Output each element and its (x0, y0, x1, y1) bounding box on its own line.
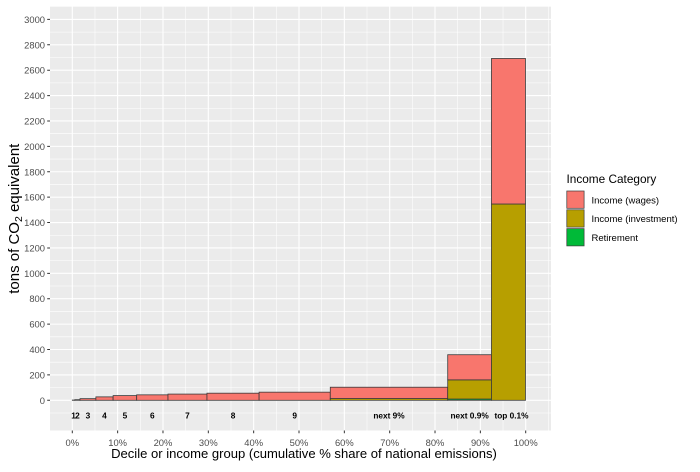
svg-text:1400: 1400 (24, 217, 45, 228)
svg-text:0%: 0% (66, 437, 80, 448)
svg-text:2: 2 (75, 410, 80, 420)
svg-text:2600: 2600 (24, 65, 45, 76)
svg-text:Income (wages): Income (wages) (592, 195, 660, 206)
svg-text:2000: 2000 (24, 141, 45, 152)
svg-text:2800: 2800 (24, 39, 45, 50)
svg-text:Income Category: Income Category (567, 172, 657, 186)
svg-text:100%: 100% (514, 437, 538, 448)
svg-text:5: 5 (123, 410, 128, 420)
svg-text:next 9%: next 9% (373, 410, 405, 420)
svg-text:2400: 2400 (24, 90, 45, 101)
svg-text:Retirement: Retirement (592, 233, 639, 244)
svg-text:2200: 2200 (24, 115, 45, 126)
svg-text:400: 400 (29, 344, 45, 355)
svg-text:Income (investment): Income (investment) (592, 214, 678, 225)
svg-text:8: 8 (231, 410, 236, 420)
svg-text:1200: 1200 (24, 242, 45, 253)
svg-text:9: 9 (292, 410, 297, 420)
svg-text:1800: 1800 (24, 166, 45, 177)
svg-text:1600: 1600 (24, 192, 45, 203)
svg-text:tons of CO2 equivalent: tons of CO2 equivalent (6, 143, 25, 294)
svg-text:600: 600 (29, 319, 45, 330)
svg-text:3: 3 (86, 410, 91, 420)
svg-text:800: 800 (29, 293, 45, 304)
svg-text:0: 0 (40, 395, 45, 406)
svg-text:200: 200 (29, 369, 45, 380)
svg-text:next 0.9%: next 0.9% (450, 410, 489, 420)
svg-text:top 0.1%: top 0.1% (494, 410, 529, 420)
svg-text:4: 4 (102, 410, 107, 420)
svg-text:3000: 3000 (24, 14, 45, 25)
svg-text:7: 7 (185, 410, 190, 420)
svg-text:Decile or income group (cumula: Decile or income group (cumulative % sha… (111, 446, 497, 461)
svg-text:6: 6 (150, 410, 155, 420)
svg-text:1000: 1000 (24, 268, 45, 279)
